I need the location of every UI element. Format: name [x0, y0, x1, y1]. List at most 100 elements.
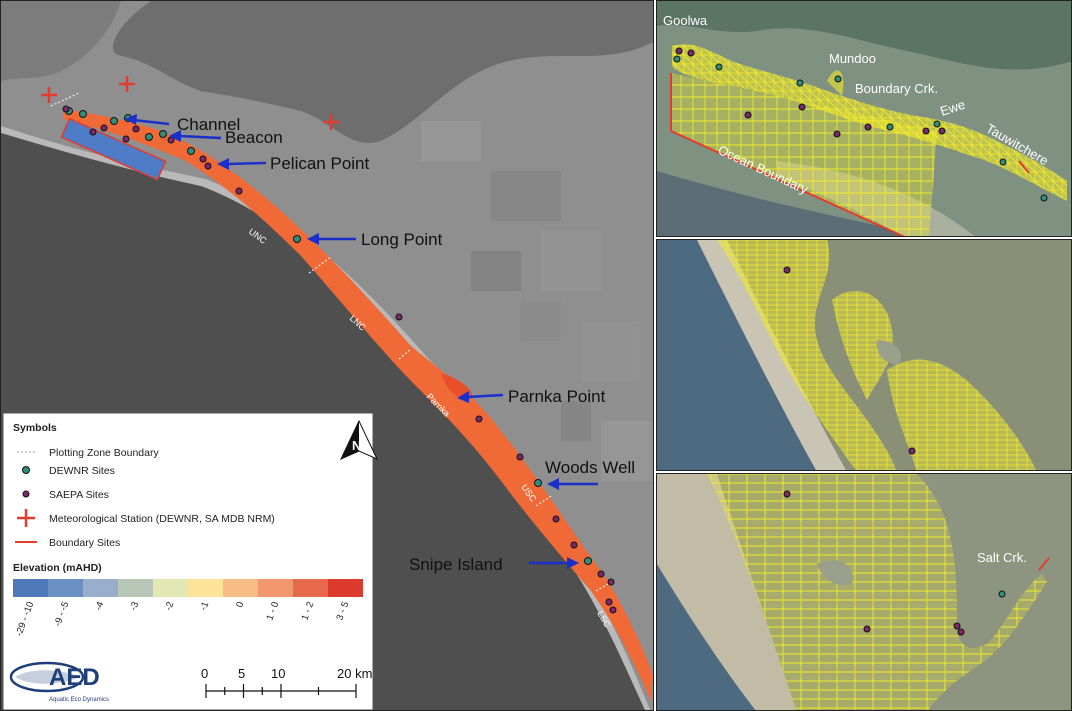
saepa-site-marker — [783, 490, 791, 498]
inset-bottom-dewnr-sites — [998, 590, 1006, 598]
elevation-swatch — [83, 579, 118, 597]
inset-bottom-dunes — [657, 474, 797, 710]
inset-bottom-mesh: Salt Crk. — [656, 473, 1072, 711]
dewnr-site-marker — [79, 110, 87, 118]
elevation-tick-label: -3 — [128, 600, 141, 612]
island-patch — [876, 340, 901, 365]
main-map-svg: UNC LNC Parnka USC LSC — [1, 1, 653, 710]
northwest-land — [1, 1, 121, 81]
saepa-site-marker — [62, 105, 70, 113]
saepa-site-marker — [744, 111, 752, 119]
elevation-swatch — [223, 579, 258, 597]
scale-bar: 0 5 10 20 km — [201, 666, 372, 698]
callout-channel: Channel — [177, 115, 240, 134]
lagoon-mesh-east-grid — [887, 359, 1037, 470]
elevation-swatch — [258, 579, 293, 597]
inset-middle-beach — [697, 240, 846, 470]
dewnr-site-marker — [886, 123, 894, 131]
label-goolwa: Goolwa — [663, 13, 708, 28]
label-ewe: Ewe — [938, 97, 967, 119]
legend-elevation-title: Elevation (mAHD) — [13, 562, 102, 574]
saepa-site-marker — [908, 447, 916, 455]
legend-dewnr-swatch — [22, 466, 30, 474]
callout-long-point: Long Point — [361, 230, 443, 249]
saepa-site-marker — [607, 578, 615, 586]
dewnr-site-marker — [673, 55, 681, 63]
saepa-site-marker — [199, 155, 207, 163]
river-mesh-grid — [672, 44, 1067, 201]
legend-item-zone-boundary: Plotting Zone Boundary — [49, 447, 159, 459]
dewnr-site-marker — [534, 479, 542, 487]
callout-snipe-island: Snipe Island — [409, 555, 503, 574]
inset-bottom-ocean — [657, 564, 756, 710]
logo-subtitle: Aquatic Eco Dynamics — [49, 697, 109, 703]
saepa-site-marker — [122, 135, 130, 143]
elevation-tick-label: -4 — [93, 600, 106, 612]
saepa-site-marker — [235, 187, 243, 195]
inset-bottom-saepa-sites — [783, 490, 965, 636]
saepa-site-marker — [597, 570, 605, 578]
lagoon-mesh-west-grid — [717, 240, 897, 470]
met-station-marker — [323, 114, 339, 130]
dewnr-site-marker — [715, 63, 723, 71]
legend-saepa-swatch — [22, 490, 30, 498]
callout-pelican-point: Pelican Point — [270, 154, 370, 173]
inset-top-saepa-sites — [675, 47, 946, 138]
aed-logo: AED Aquatic Eco Dynamics — [9, 661, 109, 703]
legend-item-saepa: SAEPA Sites — [49, 489, 109, 501]
elevation-swatch — [188, 579, 223, 597]
saepa-site-marker — [675, 47, 683, 55]
south-lagoon-mesh-grid — [707, 474, 1047, 710]
dewnr-site-marker — [834, 75, 842, 83]
dewnr-site-marker — [159, 130, 167, 138]
scale-tick-5: 5 — [238, 666, 245, 681]
elevation-swatch — [153, 579, 188, 597]
arrow-pelican-point — [217, 158, 267, 170]
legend-met-station-swatch — [17, 509, 35, 527]
legend-item-boundary: Boundary Sites — [49, 537, 120, 549]
farmland-texture — [421, 121, 651, 481]
dewnr-site-marker — [998, 590, 1006, 598]
inset-top-ocean — [657, 171, 928, 236]
inset-top-water — [657, 1, 1071, 70]
saepa-site-marker — [475, 415, 483, 423]
met-station-marker — [41, 87, 57, 103]
inset-middle-ocean — [657, 240, 816, 470]
elevation-swatch — [293, 579, 328, 597]
elevation-swatch — [328, 579, 363, 597]
saepa-site-marker — [570, 541, 578, 549]
north-arrow-letter: N — [352, 438, 361, 453]
inset-middle-svg — [657, 240, 1071, 470]
arrow-beacon — [169, 130, 222, 142]
elevation-tick-label: -1 — [198, 600, 211, 612]
meteorological-stations — [41, 76, 339, 130]
north-arrow: N — [339, 419, 379, 461]
parnka-patch — [441, 373, 472, 400]
saepa-site-marker — [89, 128, 97, 136]
dewnr-site-marker — [999, 158, 1007, 166]
dewnr-site-marker — [584, 557, 592, 565]
legend-background — [2, 412, 374, 710]
saepa-site-marker — [609, 606, 617, 614]
elevation-swatch — [118, 579, 153, 597]
ocean-boundary-zone — [60, 117, 167, 181]
ocean-boundary-line — [670, 130, 906, 236]
saepa-site-marker — [864, 123, 872, 131]
saepa-site-marker — [833, 130, 841, 138]
saepa-site-marker — [957, 628, 965, 636]
elevation-color-bar — [13, 579, 363, 597]
saepa-site-marker — [953, 622, 961, 630]
island-patch — [817, 560, 853, 586]
dewnr-site-marker — [187, 147, 195, 155]
saepa-site-marker — [204, 162, 212, 170]
dewnr-site-marker — [1040, 194, 1048, 202]
elevation-swatch — [48, 579, 83, 597]
legend-item-dewnr: DEWNR Sites — [49, 465, 115, 477]
inset-top-svg: Goolwa Mundoo Boundary Crk. Ewe Tauwitch… — [657, 1, 1071, 236]
dewnr-site-marker — [293, 235, 301, 243]
arrow-snipe-island — [529, 557, 579, 569]
label-boundary-crk: Boundary Crk. — [855, 81, 938, 96]
saepa-site-marker — [605, 598, 613, 606]
saepa-site-marker — [783, 266, 791, 274]
arrow-parnka-point — [457, 391, 504, 403]
